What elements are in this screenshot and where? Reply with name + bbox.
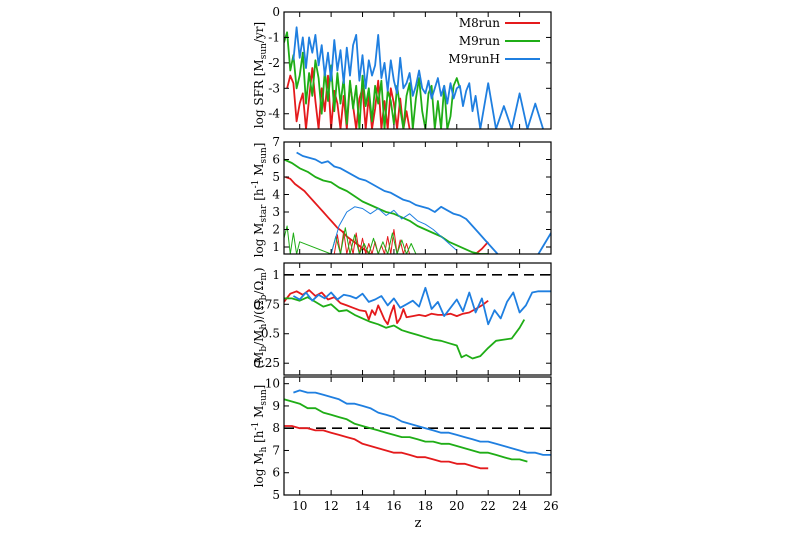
series-mhalo-m9run-1 — [284, 398, 528, 463]
xtick-label-5: 20 — [449, 499, 464, 513]
series-group-mhalo — [284, 389, 551, 470]
frame-mstar — [283, 141, 552, 255]
ylabel-mstar: log Mstar [h-1 Msun] — [251, 143, 269, 258]
ytick-label-sfr-0: 0 — [272, 5, 280, 19]
series-fraction-m9runh-2 — [292, 286, 551, 326]
ytick-label-sfr-1: -1 — [268, 30, 280, 44]
ytick-label-fraction-3: 1 — [272, 268, 280, 282]
ytick-label-mstar-0: 1 — [272, 240, 280, 254]
ytick-label-mstar-1: 2 — [272, 223, 280, 237]
xtick-label-6: 22 — [481, 499, 496, 513]
ytick-label-mstar-6: 7 — [272, 135, 280, 149]
ylabel-fraction: (Mb/Mh)/(Ωb/Ωm) — [252, 267, 269, 368]
ytick-label-mstar-2: 3 — [272, 205, 280, 219]
ytick-label-mstar-4: 5 — [272, 170, 280, 184]
xtick-label-4: 18 — [418, 499, 433, 513]
ytick-label-mstar-5: 6 — [272, 153, 280, 167]
ylabel-sfr: log SFR [Msun/yr] — [252, 22, 269, 128]
legend-label-m9runh: M9runH — [448, 52, 500, 66]
xtick-label-2: 14 — [355, 499, 371, 513]
ytick-label-mhalo-5: 10 — [265, 377, 280, 391]
ytick-label-mhalo-0: 5 — [272, 488, 280, 502]
ytick-label-fraction-1: 0.5 — [261, 327, 280, 341]
xtick-label-1: 12 — [323, 499, 338, 513]
ytick-label-sfr-4: -4 — [268, 107, 280, 121]
ytick-label-mhalo-4: 9 — [272, 399, 280, 413]
series-mstar-m9runh-5 — [296, 151, 499, 254]
ytick-label-mhalo-2: 7 — [272, 443, 280, 457]
series-fraction-m9run-1 — [284, 296, 526, 360]
xtick-label-0: 10 — [292, 499, 307, 513]
ytick-label-mstar-3: 4 — [272, 188, 280, 202]
frame-sfr — [283, 11, 552, 130]
series-fraction-m8run-0 — [284, 289, 489, 326]
series-mstar-m9runh-6 — [330, 206, 458, 254]
series-mhalo-m9runh-2 — [293, 389, 551, 456]
ylabel-mhalo: log Mh [h-1 Msun] — [251, 385, 269, 488]
ytick-label-sfr-3: -3 — [268, 81, 280, 95]
series-group-sfr — [284, 26, 544, 129]
xlabel: z — [415, 516, 422, 531]
series-mstar-m8run-0 — [285, 176, 371, 254]
ytick-label-mhalo-3: 8 — [272, 421, 280, 435]
ytick-label-sfr-2: -2 — [268, 56, 280, 70]
series-mstar-m8run-2 — [475, 241, 489, 254]
ytick-label-fraction-2: 0.75 — [253, 297, 280, 311]
panel-sfr: 0 -1 -2 -3 -4 — [268, 5, 552, 130]
legend-label-m8run: M8run — [459, 16, 500, 30]
ytick-label-fraction-0: 0.25 — [253, 356, 280, 370]
panel-mhalo: 5 6 7 8 9 10 10 12 14 16 18 20 22 24 26 — [265, 376, 559, 513]
series-group-mstar — [284, 151, 551, 254]
series-group-fraction — [284, 286, 551, 360]
series-sfr-m9runh-2 — [292, 26, 544, 129]
ytick-label-mhalo-1: 6 — [272, 466, 280, 480]
xtick-label-7: 24 — [512, 499, 528, 513]
panel-fraction: 0.25 0.5 0.75 1 — [253, 262, 552, 376]
frame-fraction — [283, 262, 552, 376]
frame-mhalo — [283, 376, 552, 496]
xtick-label-3: 16 — [386, 499, 401, 513]
legend-label-m9run: M9run — [459, 34, 500, 48]
series-mstar-m9runh-7 — [537, 232, 551, 254]
panel-mstar: 1 2 3 4 5 6 7 — [272, 135, 552, 255]
series-mhalo-m8run-0 — [284, 425, 489, 470]
legend: M8run M9run M9runH — [448, 16, 540, 66]
xtick-label-8: 26 — [543, 499, 558, 513]
series-mstar-m9run-3 — [284, 158, 489, 254]
